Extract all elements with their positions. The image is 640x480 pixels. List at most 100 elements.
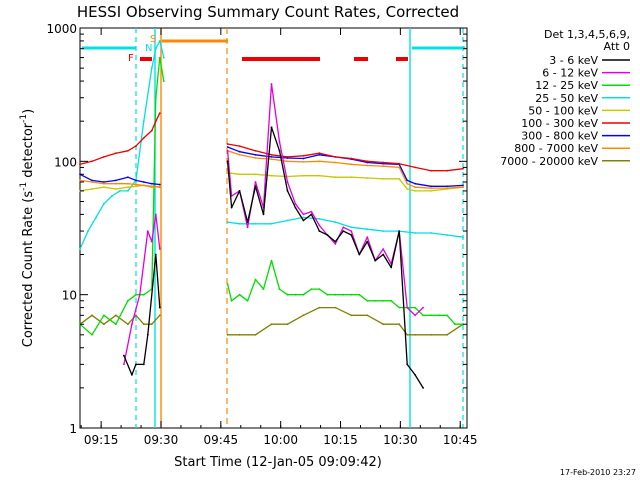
series-point-12-25-kev [446, 314, 448, 317]
x-tick-label: 10:30 [383, 433, 418, 447]
series-point-3-6-kev [123, 354, 125, 357]
y-axis-label-sup2: -1 [19, 114, 29, 123]
series-point-12-25-kev [154, 96, 157, 99]
series-point-25-50-kev [350, 226, 353, 229]
series-point-6-12-kev [131, 323, 133, 326]
y-axis-label-part3: ) [21, 109, 36, 114]
series-point-100-300-kev [127, 149, 129, 152]
series-point-6-12-kev [382, 248, 385, 250]
series-point-12-25-kev [226, 283, 229, 285]
series-point-3-6-kev [414, 374, 416, 376]
series-point-3-6-kev [230, 206, 233, 209]
y-tick-label: 1 [69, 422, 77, 436]
series-point-50-100-kev [398, 177, 401, 180]
series-point-12-25-kev [278, 288, 281, 290]
series-point-12-25-kev [326, 293, 329, 296]
series-point-300-800-kev [158, 183, 161, 186]
series-point-300-800-kev [406, 179, 409, 182]
legend-label: 25 - 50 keV [535, 92, 598, 105]
series-point-3-6-kev [131, 374, 133, 376]
series-point-3-6-kev [374, 259, 377, 262]
series-point-25-50-kev [238, 222, 241, 225]
series-point-12-25-kev [310, 288, 313, 290]
series-point-12-25-kev [350, 293, 353, 296]
series-point-12-25-kev [454, 323, 456, 326]
legend-label: 3 - 6 keV [549, 54, 598, 67]
series-point-6-12-kev [414, 314, 416, 317]
series-point-6-12-kev [278, 140, 281, 143]
series-point-800-7000-kev [382, 165, 385, 168]
series-point-25-50-kev [318, 218, 321, 220]
series-point-25-50-kev [270, 222, 273, 225]
series-point-7000-20000-kev [254, 333, 257, 336]
series-point-12-25-kev [334, 293, 337, 296]
series-point-3-6-kev [246, 221, 249, 224]
series-point-50-100-kev [382, 177, 385, 180]
series-point-100-300-kev [286, 156, 289, 158]
y-axis-label: Corrected Count Rate (s-1 detector-1) [19, 109, 36, 347]
series-point-25-50-kev [95, 216, 97, 219]
series-point-3-6-kev [146, 333, 149, 336]
series-point-50-100-kev [302, 174, 305, 177]
series-point-12-25-kev [374, 299, 377, 302]
series-point-3-6-kev [310, 213, 313, 216]
series-point-800-7000-kev [103, 182, 105, 185]
series-point-50-100-kev [270, 174, 273, 177]
series-point-6-12-kev [154, 213, 157, 216]
series-point-6-12-kev [254, 181, 257, 183]
series-point-12-25-kev [246, 299, 249, 302]
series-point-100-300-kev [154, 120, 157, 123]
series-point-7000-20000-kev [103, 323, 105, 326]
series-point-50-100-kev [318, 174, 321, 177]
series-point-100-300-kev [462, 167, 464, 170]
x-tick-label: 10:00 [263, 433, 298, 447]
series-point-300-800-kev [115, 179, 117, 182]
series-point-100-300-kev [91, 160, 93, 163]
series-layer [79, 40, 464, 389]
series-point-3-6-kev [226, 160, 229, 163]
series-point-25-50-kev [446, 234, 448, 236]
series-point-25-50-kev [103, 202, 105, 205]
series-point-6-12-kev [270, 83, 273, 85]
series-point-6-12-kev [146, 230, 149, 233]
series-point-12-25-kev [158, 56, 161, 59]
series-line-100-300-kev [79, 112, 464, 172]
series-point-800-7000-kev [334, 161, 337, 164]
series-point-100-300-kev [414, 166, 416, 169]
series-point-12-25-kev [262, 288, 265, 290]
series-point-25-50-kev [158, 40, 161, 42]
series-point-50-100-kev [238, 173, 241, 176]
series-point-7000-20000-kev [270, 323, 273, 326]
series-point-7000-20000-kev [366, 314, 369, 317]
series-point-50-100-kev [91, 188, 93, 190]
series-point-25-50-kev [414, 232, 416, 234]
series-point-100-300-kev [238, 145, 241, 148]
series-point-6-12-kev [422, 306, 424, 309]
series-point-25-50-kev [366, 228, 369, 231]
series-point-50-100-kev [366, 177, 369, 179]
series-point-3-6-kev [142, 363, 145, 366]
series-point-100-300-kev [334, 156, 337, 158]
legend-label: 7000 - 20000 keV [500, 155, 598, 168]
series-point-25-50-kev [254, 222, 257, 225]
series-point-800-7000-kev [127, 182, 129, 185]
series-point-7000-20000-kev [286, 323, 289, 326]
series-point-800-7000-kev [238, 153, 241, 156]
series-point-12-25-kev [127, 299, 129, 302]
series-point-25-50-kev [226, 221, 229, 224]
x-tick-label: 09:30 [144, 433, 179, 447]
series-point-100-300-kev [366, 160, 369, 163]
series-point-12-25-kev [438, 314, 440, 317]
series-point-3-6-kev [334, 240, 337, 243]
series-point-100-300-kev [142, 137, 145, 139]
series-point-12-25-kev [382, 299, 385, 302]
series-point-6-12-kev [350, 230, 353, 233]
series-point-25-50-kev [154, 47, 157, 50]
series-point-25-50-kev [462, 236, 464, 239]
series-point-25-50-kev [334, 221, 337, 224]
series-point-300-800-kev [127, 176, 129, 179]
series-point-25-50-kev [111, 195, 113, 197]
series-point-7000-20000-kev [334, 306, 337, 309]
series-point-25-50-kev [127, 190, 129, 192]
